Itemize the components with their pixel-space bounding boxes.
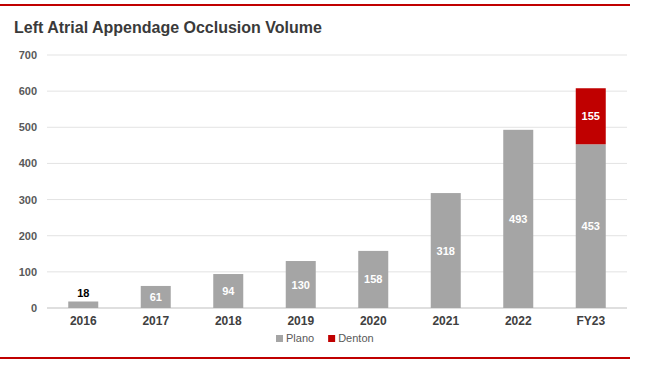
data-label: 155 xyxy=(582,110,600,122)
legend-swatch xyxy=(276,335,283,342)
y-tick-label: 300 xyxy=(19,194,37,206)
legend-label: Denton xyxy=(338,332,373,344)
data-label: 493 xyxy=(509,213,527,225)
bottom-rule xyxy=(0,357,630,359)
y-tick-label: 200 xyxy=(19,230,37,242)
bar xyxy=(503,130,533,308)
grid-line xyxy=(47,163,627,164)
data-label: 130 xyxy=(292,279,310,291)
grid-line xyxy=(47,55,627,56)
x-tick-label: 2019 xyxy=(287,314,314,328)
grid-line xyxy=(47,127,627,128)
data-label: 94 xyxy=(222,285,235,297)
y-tick-label: 600 xyxy=(19,85,37,97)
y-tick-label: 700 xyxy=(19,49,37,61)
data-label: 453 xyxy=(582,220,600,232)
x-tick-label: 2021 xyxy=(432,314,459,328)
y-tick-label: 100 xyxy=(19,266,37,278)
data-label: 18 xyxy=(77,287,89,299)
x-tick-label: 2022 xyxy=(505,314,532,328)
bar xyxy=(286,261,316,308)
grid-line xyxy=(47,235,627,236)
bar xyxy=(576,144,606,308)
grid-line xyxy=(47,91,627,92)
grid-line xyxy=(47,271,627,272)
data-label: 158 xyxy=(364,273,382,285)
legend-swatch xyxy=(328,335,335,342)
title: Left Atrial Appendage Occlusion Volume xyxy=(14,19,322,36)
y-tick-label: 400 xyxy=(19,157,37,169)
bar xyxy=(358,251,388,308)
data-label: 61 xyxy=(150,291,162,303)
grid-line xyxy=(47,308,627,309)
y-tick-label: 500 xyxy=(19,121,37,133)
grid xyxy=(47,55,627,308)
bars xyxy=(68,88,606,308)
x-tick-label: 2020 xyxy=(360,314,387,328)
x-tick-label: 2016 xyxy=(70,314,97,328)
bar xyxy=(576,88,606,144)
x-tick-label: FY23 xyxy=(576,314,605,328)
chart: Left Atrial Appendage Occlusion Volume 0 1… xyxy=(0,0,650,367)
legend-label: Plano xyxy=(286,332,314,344)
grid-line xyxy=(47,199,627,200)
x-tick-label: 2017 xyxy=(142,314,169,328)
y-tick-label: 0 xyxy=(31,302,37,314)
legend: Plano Denton xyxy=(276,332,374,344)
x-tick-label: 2018 xyxy=(215,314,242,328)
data-labels: 18 61 94 130 158 318 493 453 155 xyxy=(77,110,600,303)
bar xyxy=(431,193,461,308)
data-label: 318 xyxy=(437,245,455,257)
bar xyxy=(213,274,243,308)
top-rule xyxy=(0,4,630,6)
bar xyxy=(141,286,171,308)
bar xyxy=(68,301,98,308)
